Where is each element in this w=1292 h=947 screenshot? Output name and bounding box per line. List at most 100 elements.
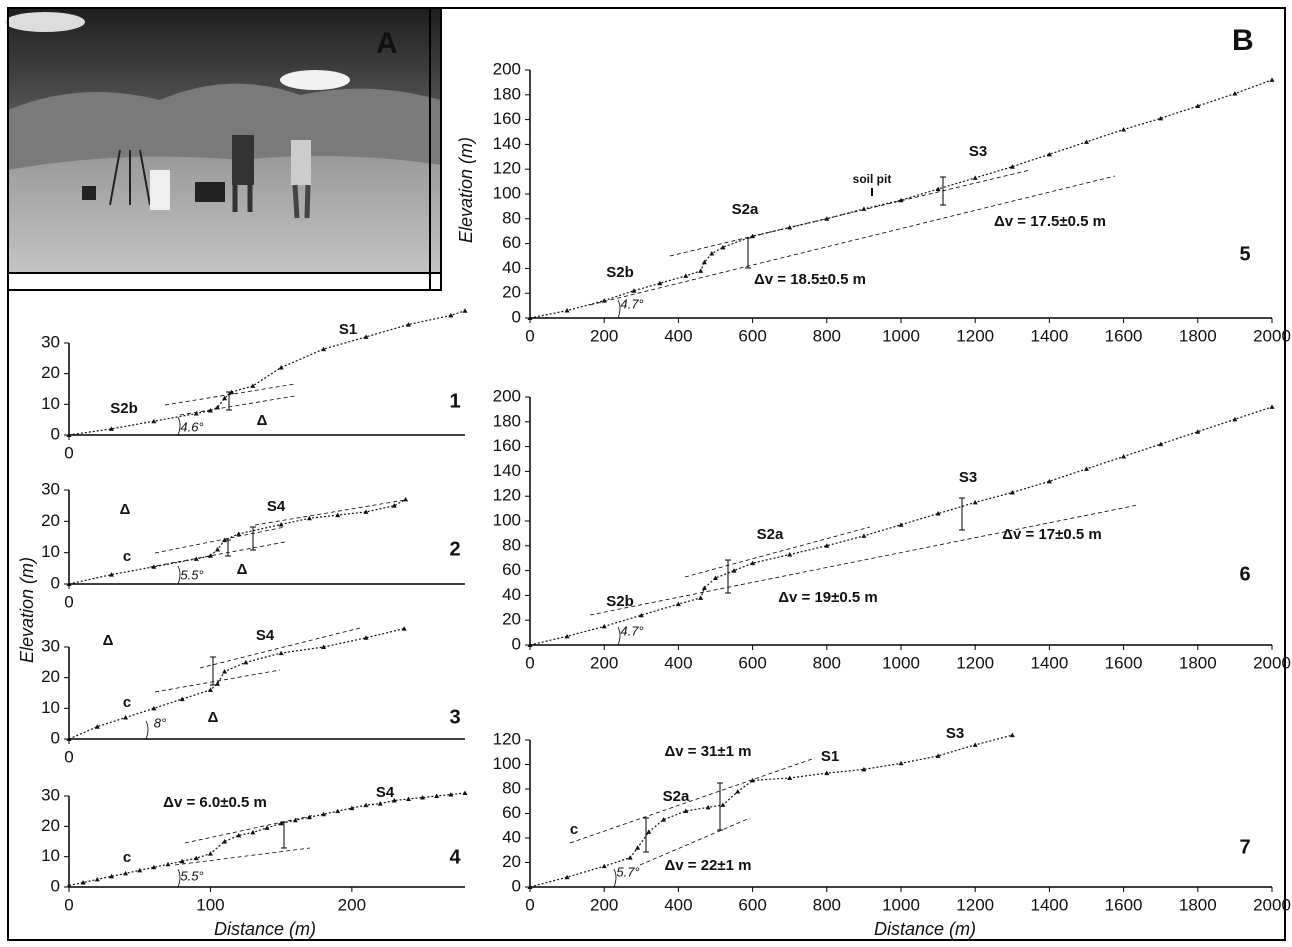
profile-point	[193, 556, 199, 561]
annotation: 5.7°	[616, 864, 639, 879]
annotation: Δ	[120, 501, 131, 518]
y-tick-label: 100	[493, 510, 521, 529]
profile-point	[638, 612, 644, 618]
annotation: S4	[376, 784, 395, 801]
profile-point	[1232, 91, 1238, 96]
profile-point	[229, 389, 235, 395]
fit-line	[154, 526, 286, 554]
profile-point	[1084, 139, 1089, 144]
annotation: S2a	[732, 201, 759, 218]
x-tick-label: 1600	[1105, 895, 1143, 914]
profile-point	[462, 790, 468, 795]
profile-point	[80, 879, 86, 885]
profile-point	[215, 547, 220, 552]
y-tick-label: 10	[41, 394, 60, 413]
angle-arc	[613, 868, 617, 888]
y-tick-label: 60	[502, 233, 521, 252]
profile-point	[898, 197, 904, 203]
y-tick-label: 30	[41, 785, 60, 804]
y-tick-label: 80	[502, 535, 521, 554]
x-tick-label: 0	[525, 895, 534, 914]
profile-point	[635, 845, 641, 850]
profile-point	[335, 808, 341, 814]
x-tick-label: 1600	[1105, 326, 1143, 345]
panel-label: A	[376, 27, 398, 60]
profile-point	[193, 411, 199, 416]
y-tick-label: 0	[51, 876, 60, 895]
profile-point	[222, 839, 228, 844]
y-tick-label: 20	[41, 363, 60, 382]
profile-point	[787, 775, 793, 780]
annotation: 4.7°	[620, 623, 643, 638]
profile-point	[935, 753, 941, 758]
angle-arc	[177, 868, 181, 888]
y-tick-label: 140	[493, 461, 521, 480]
fit-line	[184, 814, 316, 844]
profile-point	[264, 825, 270, 830]
profile-point	[123, 870, 129, 876]
annotation: c	[570, 821, 578, 838]
y-tick-label: 0	[51, 424, 60, 443]
fit-line	[639, 817, 751, 866]
profile-point	[1009, 732, 1015, 738]
y-tick-label: 30	[41, 479, 60, 498]
x-tick-label: 2000	[1253, 326, 1291, 345]
profile-point	[713, 575, 718, 581]
x-tick-label: 1000	[882, 653, 920, 672]
annotation: 2	[449, 538, 460, 560]
profile-point	[787, 551, 793, 557]
profile-point	[1009, 489, 1015, 495]
profile-point	[824, 543, 830, 548]
y-tick-label: 10	[41, 698, 60, 717]
fit-line	[149, 541, 286, 568]
profile-point	[720, 244, 726, 250]
profile-point	[1195, 103, 1201, 108]
x-tick-label: 800	[813, 653, 841, 672]
profile-point	[661, 817, 667, 822]
x-tick-label: 1200	[956, 895, 994, 914]
annotation: S3	[959, 469, 977, 486]
profile-point	[972, 175, 978, 180]
profile-point	[1232, 416, 1238, 422]
profile-point	[151, 705, 157, 711]
x-tick-label: 200	[590, 653, 618, 672]
profile-point	[335, 512, 341, 518]
profile-point	[108, 873, 114, 879]
annotation: S1	[821, 748, 839, 765]
profile-point	[720, 802, 726, 807]
profile-point	[349, 805, 355, 811]
x-axis-label: Distance (m)	[214, 919, 316, 939]
profile-point	[861, 533, 867, 538]
profile-point	[151, 864, 157, 870]
x-tick-label: 0	[64, 747, 73, 766]
profile-point	[935, 186, 941, 192]
annotation: c	[123, 694, 131, 711]
x-tick-label: 2000	[1253, 895, 1291, 914]
y-tick-label: 120	[493, 729, 521, 748]
profile-point	[236, 832, 242, 838]
y-tick-label: 20	[502, 283, 521, 302]
x-tick-label: 1800	[1179, 653, 1217, 672]
profile-point	[750, 777, 756, 783]
profile-point	[898, 760, 904, 766]
profile-point	[377, 801, 383, 806]
annotation: Δv = 19±0.5 m	[778, 589, 878, 606]
annotation: 4.6°	[180, 419, 203, 434]
profile-line	[68, 628, 405, 740]
profile-point	[66, 882, 72, 888]
fit-line	[179, 395, 296, 416]
y-tick-label: 180	[493, 84, 521, 103]
annotation: S3	[946, 725, 964, 742]
annotation: Δ	[103, 632, 114, 649]
profile-point	[861, 206, 867, 211]
profile-point	[683, 273, 689, 278]
y-tick-label: 120	[493, 486, 521, 505]
profile-point	[1121, 127, 1127, 132]
profile-point	[631, 288, 637, 293]
profile-point	[627, 855, 633, 860]
fit-line	[199, 627, 361, 669]
profile-point	[462, 308, 468, 313]
profile-point	[401, 626, 407, 631]
x-tick-label: 1200	[956, 653, 994, 672]
profile-point	[151, 564, 157, 569]
